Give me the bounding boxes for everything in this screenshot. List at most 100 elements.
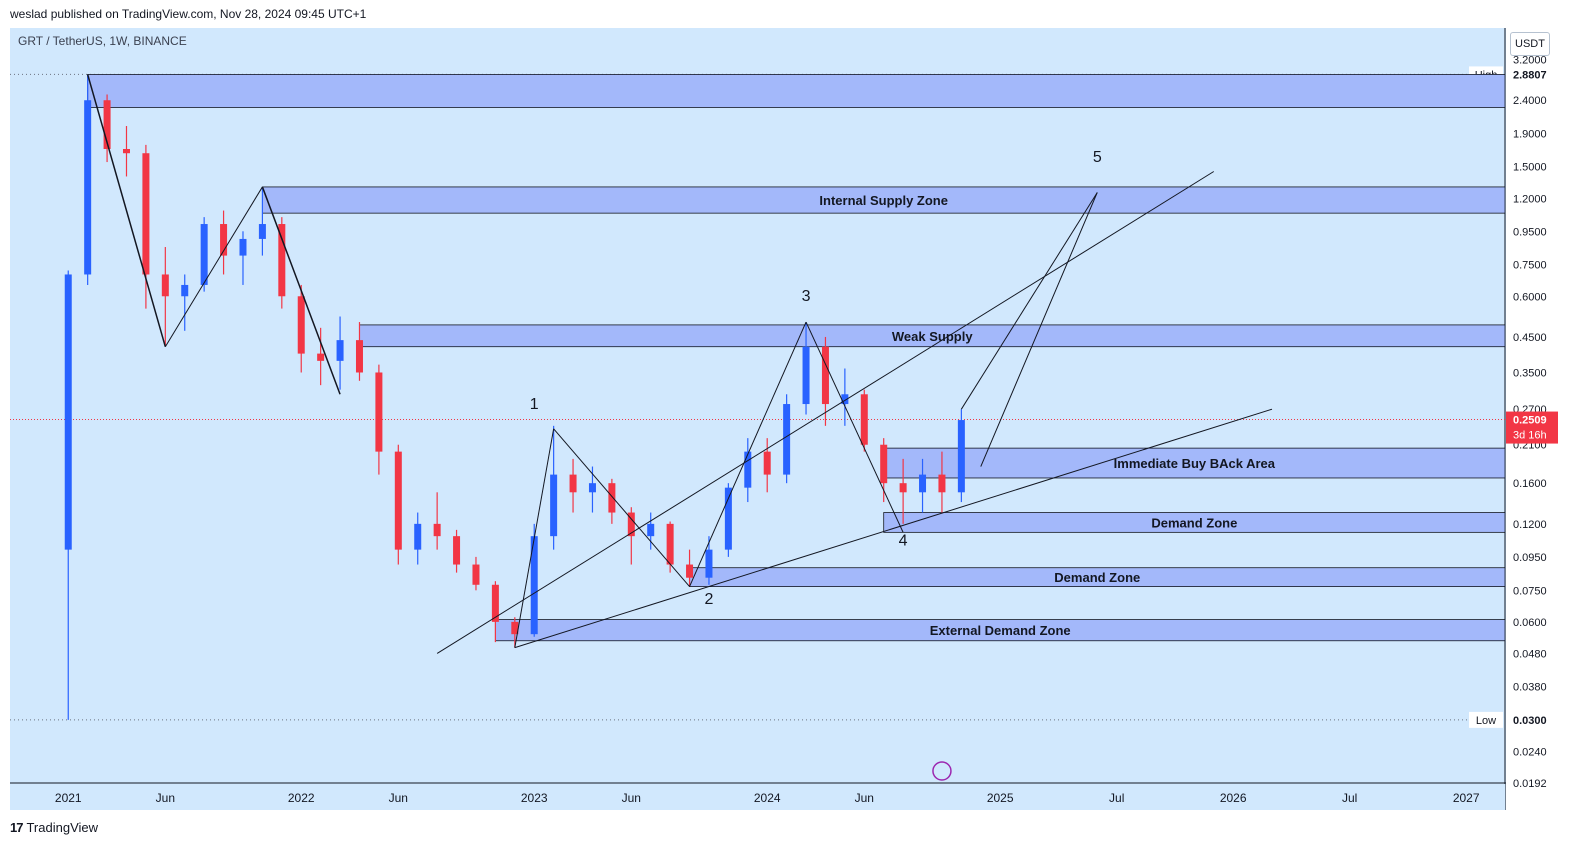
x-tick-label: 2021 [55,791,82,805]
y-tick-label: 0.0380 [1513,681,1547,693]
candle-body [200,224,208,285]
zone-label: Weak Supply [892,329,973,344]
y-tick-label: 0.6000 [1513,291,1547,303]
channel-line [164,186,263,347]
candle-body [802,346,810,405]
chart-area[interactable]: 3.2000 2.4000 1.9000 1.5000 1.2000 0.9500 0.75… [10,28,1558,810]
x-tick-label: 2025 [987,791,1014,805]
y-tick-label: 0.0750 [1513,585,1547,597]
candle-body [860,394,868,445]
candle-body [627,512,635,537]
y-tick-label: 0.1600 [1513,478,1547,490]
candle-body [880,444,888,484]
candle-body [181,284,189,297]
low-value-bg [1506,711,1558,728]
candle-body [705,549,713,578]
y-tick-label: 1.2000 [1513,193,1547,205]
zone-label: Demand Zone [1054,570,1140,585]
x-tick-label: Jun [855,791,874,805]
y-tick-label: 0.0950 [1513,552,1547,564]
lightning-icon [932,761,952,781]
low-value: 0.0300 [1513,715,1547,727]
tradingview-logo[interactable]: 17 TradingView [10,820,98,835]
candle-body [103,100,111,149]
wave-line [805,321,904,533]
y-tick-label: 0.0480 [1513,648,1547,660]
last-price-countdown: 3d 16h [1513,430,1547,442]
candle-body [375,372,383,452]
y-tick-label: 0.0240 [1513,746,1547,758]
y-tick-label: 1.5000 [1513,162,1547,174]
candle-body [122,148,130,154]
candle-body [472,564,480,585]
wave-label: 4 [899,532,908,549]
candle-body [239,238,247,256]
candle-body [491,584,499,622]
candle-body [763,451,771,475]
low-label: Low [1476,715,1496,727]
price-chart[interactable]: 3.2000 2.4000 1.9000 1.5000 1.2000 0.9500 0.75… [10,28,1558,810]
candle-body [957,420,965,493]
x-tick-label: Jun [389,791,408,805]
candle-body [666,523,674,565]
high-value: 2.8807 [1513,69,1547,81]
zone-label: Demand Zone [1151,515,1237,530]
last-price-tag [1506,411,1558,444]
y-tick-label: 0.0192 [1513,778,1547,790]
projection-line [960,192,1098,410]
candle-body [394,451,402,550]
tradingview-logo-icon: 17 [10,820,24,835]
x-tick-label: Jul [1109,791,1124,805]
candle-body [258,224,266,239]
y-tick-label: 2.4000 [1513,95,1547,107]
zone-rect [883,447,1506,479]
high-value-bg [1506,66,1558,83]
candle-body [783,404,791,475]
candle-body [550,474,558,537]
channel-line [436,171,1215,654]
x-tick-label: 2022 [288,791,315,805]
candle-body [608,483,616,513]
wave-line [689,321,807,587]
x-tick-label: 2023 [521,791,548,805]
candle-body [64,274,72,550]
x-tick-label: Jun [622,791,641,805]
x-tick-label: Jun [156,791,175,805]
zone-label: Internal Supply Zone [819,193,948,208]
y-tick-label: 0.3500 [1513,367,1547,379]
candle-body [919,474,927,493]
currency-button[interactable]: USDT [1510,32,1550,56]
candle-body [821,346,829,405]
candle-body [899,483,907,493]
candle-body [647,523,655,537]
y-tick-label: 0.0600 [1513,617,1547,629]
candle-body [297,296,305,354]
symbol-label[interactable]: GRT / TetherUS, 1W, BINANCE [18,34,187,48]
wave-label: 1 [530,396,539,413]
candle-body [278,224,286,297]
candle-body [724,487,732,550]
candle-body [433,523,441,537]
candle-body [317,353,325,361]
channel-line [514,408,1273,649]
y-tick-label: 0.9500 [1513,226,1547,238]
wave-label: 3 [802,288,811,305]
channel-line [86,74,167,347]
zone-label: Immediate Buy BAck Area [1114,456,1276,471]
candle-body [414,523,422,550]
zone-rect [87,74,1506,108]
candle-body [453,536,461,565]
zone-rect [883,512,1506,533]
publish-caption: weslad published on TradingView.com, Nov… [10,7,367,21]
projection-line [980,192,1098,467]
candle-body [336,340,344,361]
last-price-value: 0.2509 [1513,415,1547,427]
channel-line [261,186,341,395]
y-tick-label: 1.9000 [1513,128,1547,140]
candle-body [569,474,577,493]
wave-line [553,428,690,587]
zone-label: External Demand Zone [930,623,1071,638]
x-tick-label: 2026 [1220,791,1247,805]
candle-body [511,621,519,635]
candle-body [161,274,169,297]
